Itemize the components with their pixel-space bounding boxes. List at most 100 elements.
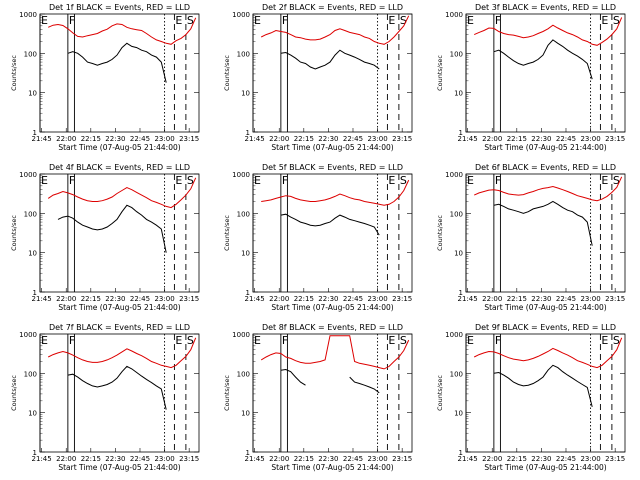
panel-1-title: Det 1f BLACK = Events, RED = LLD (49, 3, 190, 12)
panel-6-xtick-label: 22:15 (507, 295, 527, 303)
panel-4-xtick-label: 22:15 (81, 295, 101, 303)
panel-1-ytick-label: 1 (33, 129, 37, 137)
panel-3-marker-label: F (495, 14, 501, 27)
panel-6-lld-line (473, 176, 623, 202)
panel-6-ylabel: Counts/sec (436, 215, 444, 251)
panel-6-ytick-label: 100 (450, 210, 463, 218)
panel-3-ytick-label: 10 (454, 90, 463, 98)
panel-4-ylabel: Counts/sec (10, 215, 18, 251)
panel-3-xtick-label: 22:45 (556, 135, 576, 143)
panel-5-xtick-label: 22:45 (343, 295, 363, 303)
panel-7-marker-label: E (41, 334, 48, 347)
panel-9-xtick-label: 22:15 (507, 455, 527, 463)
panel-8-xtick-label: 21:45 (245, 455, 265, 463)
panel-4-xtick-label: 22:00 (56, 295, 76, 303)
panel-4-ytick-label: 100 (24, 210, 37, 218)
panel-4-marker-label: E (41, 174, 48, 187)
panel-2-xtick-label: 22:00 (269, 135, 289, 143)
panel-2-marker-label: E (388, 14, 395, 27)
panel-4-xtick-label: 21:45 (32, 295, 52, 303)
panel-4-ytick-label: 1 (33, 289, 37, 297)
panel-4-events-line (57, 204, 167, 253)
panel-9-xtick-label: 22:45 (556, 455, 576, 463)
panel-6-xtick-label: 22:45 (556, 295, 576, 303)
panel-2-ytick-label: 100 (237, 50, 250, 58)
panel-9-marker-label: E (467, 334, 474, 347)
panel-1-marker-label: E (175, 14, 182, 27)
panel-8-marker-label: E (254, 334, 261, 347)
panel-5-ytick-label: 100 (237, 210, 250, 218)
panel-7-lld-line (47, 337, 197, 369)
panel-7-ytick-label: 10 (28, 410, 37, 418)
panel-9-xtick-label: 23:00 (580, 455, 600, 463)
panel-4-ytick-label: 1000 (19, 171, 37, 179)
panel-4-marker-label: E (175, 174, 182, 187)
panel-6-xtick-label: 22:00 (482, 295, 502, 303)
panel-8-ytick-label: 10 (241, 410, 250, 418)
panel-1-xtick-label: 22:30 (105, 135, 125, 143)
panel-8-xtick-label: 22:45 (343, 455, 363, 463)
panel-5-ytick-label: 1000 (232, 171, 250, 179)
panel-1-xlabel: Start Time (07-Aug-05 21:44:00) (58, 143, 180, 152)
panel-8-ytick-label: 1000 (232, 331, 250, 339)
panel-2-marker-label: S (400, 14, 407, 27)
panel-5-xlabel: Start Time (07-Aug-05 21:44:00) (271, 303, 393, 312)
panel-5-marker-label: E (254, 174, 261, 187)
panel-6-marker-label: F (495, 174, 501, 187)
panel-1-ytick-label: 100 (24, 50, 37, 58)
panel-6-marker-label: S (613, 174, 620, 187)
panel-1-frame (39, 13, 200, 133)
panel-5-xtick-label: 22:15 (294, 295, 314, 303)
panel-5-ytick-label: 1 (246, 289, 250, 297)
panel-1-xtick-label: 21:45 (32, 135, 52, 143)
panel-1-xtick-label: 22:45 (130, 135, 150, 143)
panel-1-xtick-label: 23:15 (179, 135, 199, 143)
panel-9-ytick-label: 10 (454, 410, 463, 418)
panel-7-xtick-label: 22:30 (105, 455, 125, 463)
panel-9-ytick-label: 1000 (445, 331, 463, 339)
panel-5-ytick-label: 10 (241, 250, 250, 258)
panel-5-xtick-label: 22:00 (269, 295, 289, 303)
panel-9-ytick-label: 1 (459, 449, 463, 457)
panel-8-xtick-label: 23:15 (392, 455, 412, 463)
panel-6-xtick-label: 23:15 (605, 295, 625, 303)
panel-6-ytick-label: 1 (459, 289, 463, 297)
panel-3-title: Det 3f BLACK = Events, RED = LLD (475, 3, 616, 12)
panel-8-xlabel: Start Time (07-Aug-05 21:44:00) (271, 463, 393, 472)
panel-8-xtick-label: 23:00 (367, 455, 387, 463)
panel-7-xtick-label: 22:45 (130, 455, 150, 463)
panel-7-xtick-label: 23:15 (179, 455, 199, 463)
panel-5-marker-label: S (400, 174, 407, 187)
panel-4-ytick-label: 10 (28, 250, 37, 258)
panel-9-ylabel: Counts/sec (436, 375, 444, 411)
panel-7-marker-label: S (187, 334, 194, 347)
panel-1-lld-line (48, 17, 197, 45)
panel-6-events-line (493, 200, 593, 246)
panel-3-events-line (493, 39, 593, 80)
panel-2-ytick-label: 1000 (232, 11, 250, 19)
panel-8-frame (252, 333, 413, 453)
panel-6-xtick-label: 23:00 (580, 295, 600, 303)
panel-4-xtick-label: 23:00 (154, 295, 174, 303)
panel-2-xtick-label: 22:45 (343, 135, 363, 143)
panel-3-xtick-label: 21:45 (458, 135, 478, 143)
panel-7-ytick-label: 1 (33, 449, 37, 457)
panel-3-ylabel: Counts/sec (436, 55, 444, 91)
panel-9-xtick-label: 21:45 (458, 455, 478, 463)
panel-6-xtick-label: 21:45 (458, 295, 478, 303)
panel-4-lld-line (47, 177, 197, 209)
panel-9-lld-line (473, 337, 623, 369)
panel-4-xlabel: Start Time (07-Aug-05 21:44:00) (58, 303, 180, 312)
panel-3-xtick-label: 23:15 (605, 135, 625, 143)
panel-7-xtick-label: 21:45 (32, 455, 52, 463)
panel-5-events-line (280, 213, 380, 236)
panel-1-ylabel: Counts/sec (10, 55, 18, 91)
panel-7-ylabel: Counts/sec (10, 375, 18, 411)
panel-1-events-line (67, 42, 167, 83)
panel-5-marker-label: E (388, 174, 395, 187)
panel-2-xtick-label: 23:15 (392, 135, 412, 143)
panel-7-events-line (67, 365, 167, 410)
panel-2-ytick-label: 1 (246, 129, 250, 137)
panel-4-xtick-label: 22:45 (130, 295, 150, 303)
